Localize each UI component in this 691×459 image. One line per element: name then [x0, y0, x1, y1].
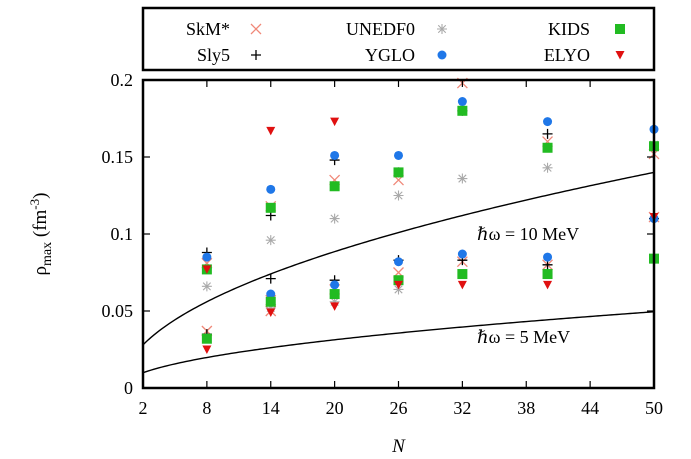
data-point	[265, 273, 276, 284]
y-tick-label: 0.1	[111, 224, 134, 244]
data-point	[265, 202, 276, 213]
legend-box	[141, 6, 656, 72]
data-point	[329, 296, 340, 307]
data-point	[330, 150, 340, 160]
data-point	[394, 280, 403, 290]
y-axis-label: ρmax (fm-3)	[27, 193, 55, 276]
data-point	[201, 333, 212, 344]
legend-label: SkM*	[186, 19, 230, 39]
data-point	[542, 269, 553, 280]
legend-marker	[615, 51, 625, 60]
data-point	[265, 296, 276, 307]
x-tick-label: 44	[581, 398, 599, 418]
curve-label: ℏω = 10 MeV	[477, 224, 579, 244]
data-point	[266, 126, 276, 136]
data-point	[457, 97, 467, 107]
data-points	[201, 77, 660, 354]
data-point	[393, 275, 404, 286]
x-axis-label: N	[391, 436, 406, 457]
legend-marker	[250, 23, 262, 35]
data-point	[457, 249, 467, 259]
x-tick-label: 8	[202, 398, 211, 418]
data-point	[202, 252, 212, 262]
legend-label: KIDS	[548, 19, 590, 39]
x-tick-label: 2	[139, 398, 148, 418]
data-point	[542, 142, 553, 153]
data-point	[201, 281, 212, 292]
data-point	[394, 150, 403, 160]
legend-marker	[437, 24, 447, 34]
data-point	[457, 269, 468, 280]
data-point	[393, 284, 404, 295]
data-point	[330, 117, 340, 127]
data-point	[393, 190, 404, 201]
legend-label: YGLO	[365, 45, 415, 65]
legend-marker	[615, 24, 625, 34]
legend-marker	[251, 50, 261, 60]
data-point	[329, 289, 340, 300]
curves: ℏω = 10 MeV ℏω = 5 MeV	[142, 171, 655, 374]
data-point	[265, 235, 276, 246]
legend-label: UNEDF0	[346, 19, 415, 39]
data-point	[543, 117, 553, 127]
y-tick-label: 0.05	[102, 301, 134, 321]
data-point	[266, 184, 276, 194]
data-point	[542, 162, 553, 173]
x-tick-label: 38	[517, 398, 535, 418]
y-tick-label: 0	[124, 378, 133, 398]
y-tick-label: 0.15	[102, 147, 134, 167]
data-point	[394, 257, 403, 267]
legend-label: Sly5	[197, 45, 230, 65]
data-point	[202, 345, 212, 354]
curve-line	[142, 311, 655, 374]
data-point	[329, 213, 340, 224]
legend: SkM* Sly5 UNEDF0 YGLO KIDS ELYO	[141, 6, 656, 72]
data-point	[457, 105, 468, 116]
curve-line	[142, 171, 655, 346]
data-point	[457, 280, 467, 290]
data-point	[393, 167, 404, 178]
data-point	[330, 302, 340, 311]
data-point	[330, 280, 340, 290]
legend-marker	[437, 50, 447, 60]
data-point	[266, 289, 276, 299]
x-tick-label: 32	[453, 398, 471, 418]
curve-label: ℏω = 5 MeV	[477, 327, 570, 347]
data-point	[543, 280, 553, 290]
data-point	[329, 181, 340, 192]
legend-label: ELYO	[544, 45, 590, 65]
y-tick-label: 0.2	[111, 70, 134, 90]
data-point	[543, 252, 553, 262]
data-point	[542, 128, 553, 139]
x-tick-label: 50	[645, 398, 663, 418]
x-tick-label: 26	[390, 398, 408, 418]
data-point	[265, 302, 276, 313]
data-point	[266, 308, 276, 318]
x-tick-label: 20	[326, 398, 344, 418]
data-point	[457, 173, 468, 184]
x-tick-label: 14	[262, 398, 280, 418]
data-point	[202, 265, 212, 274]
